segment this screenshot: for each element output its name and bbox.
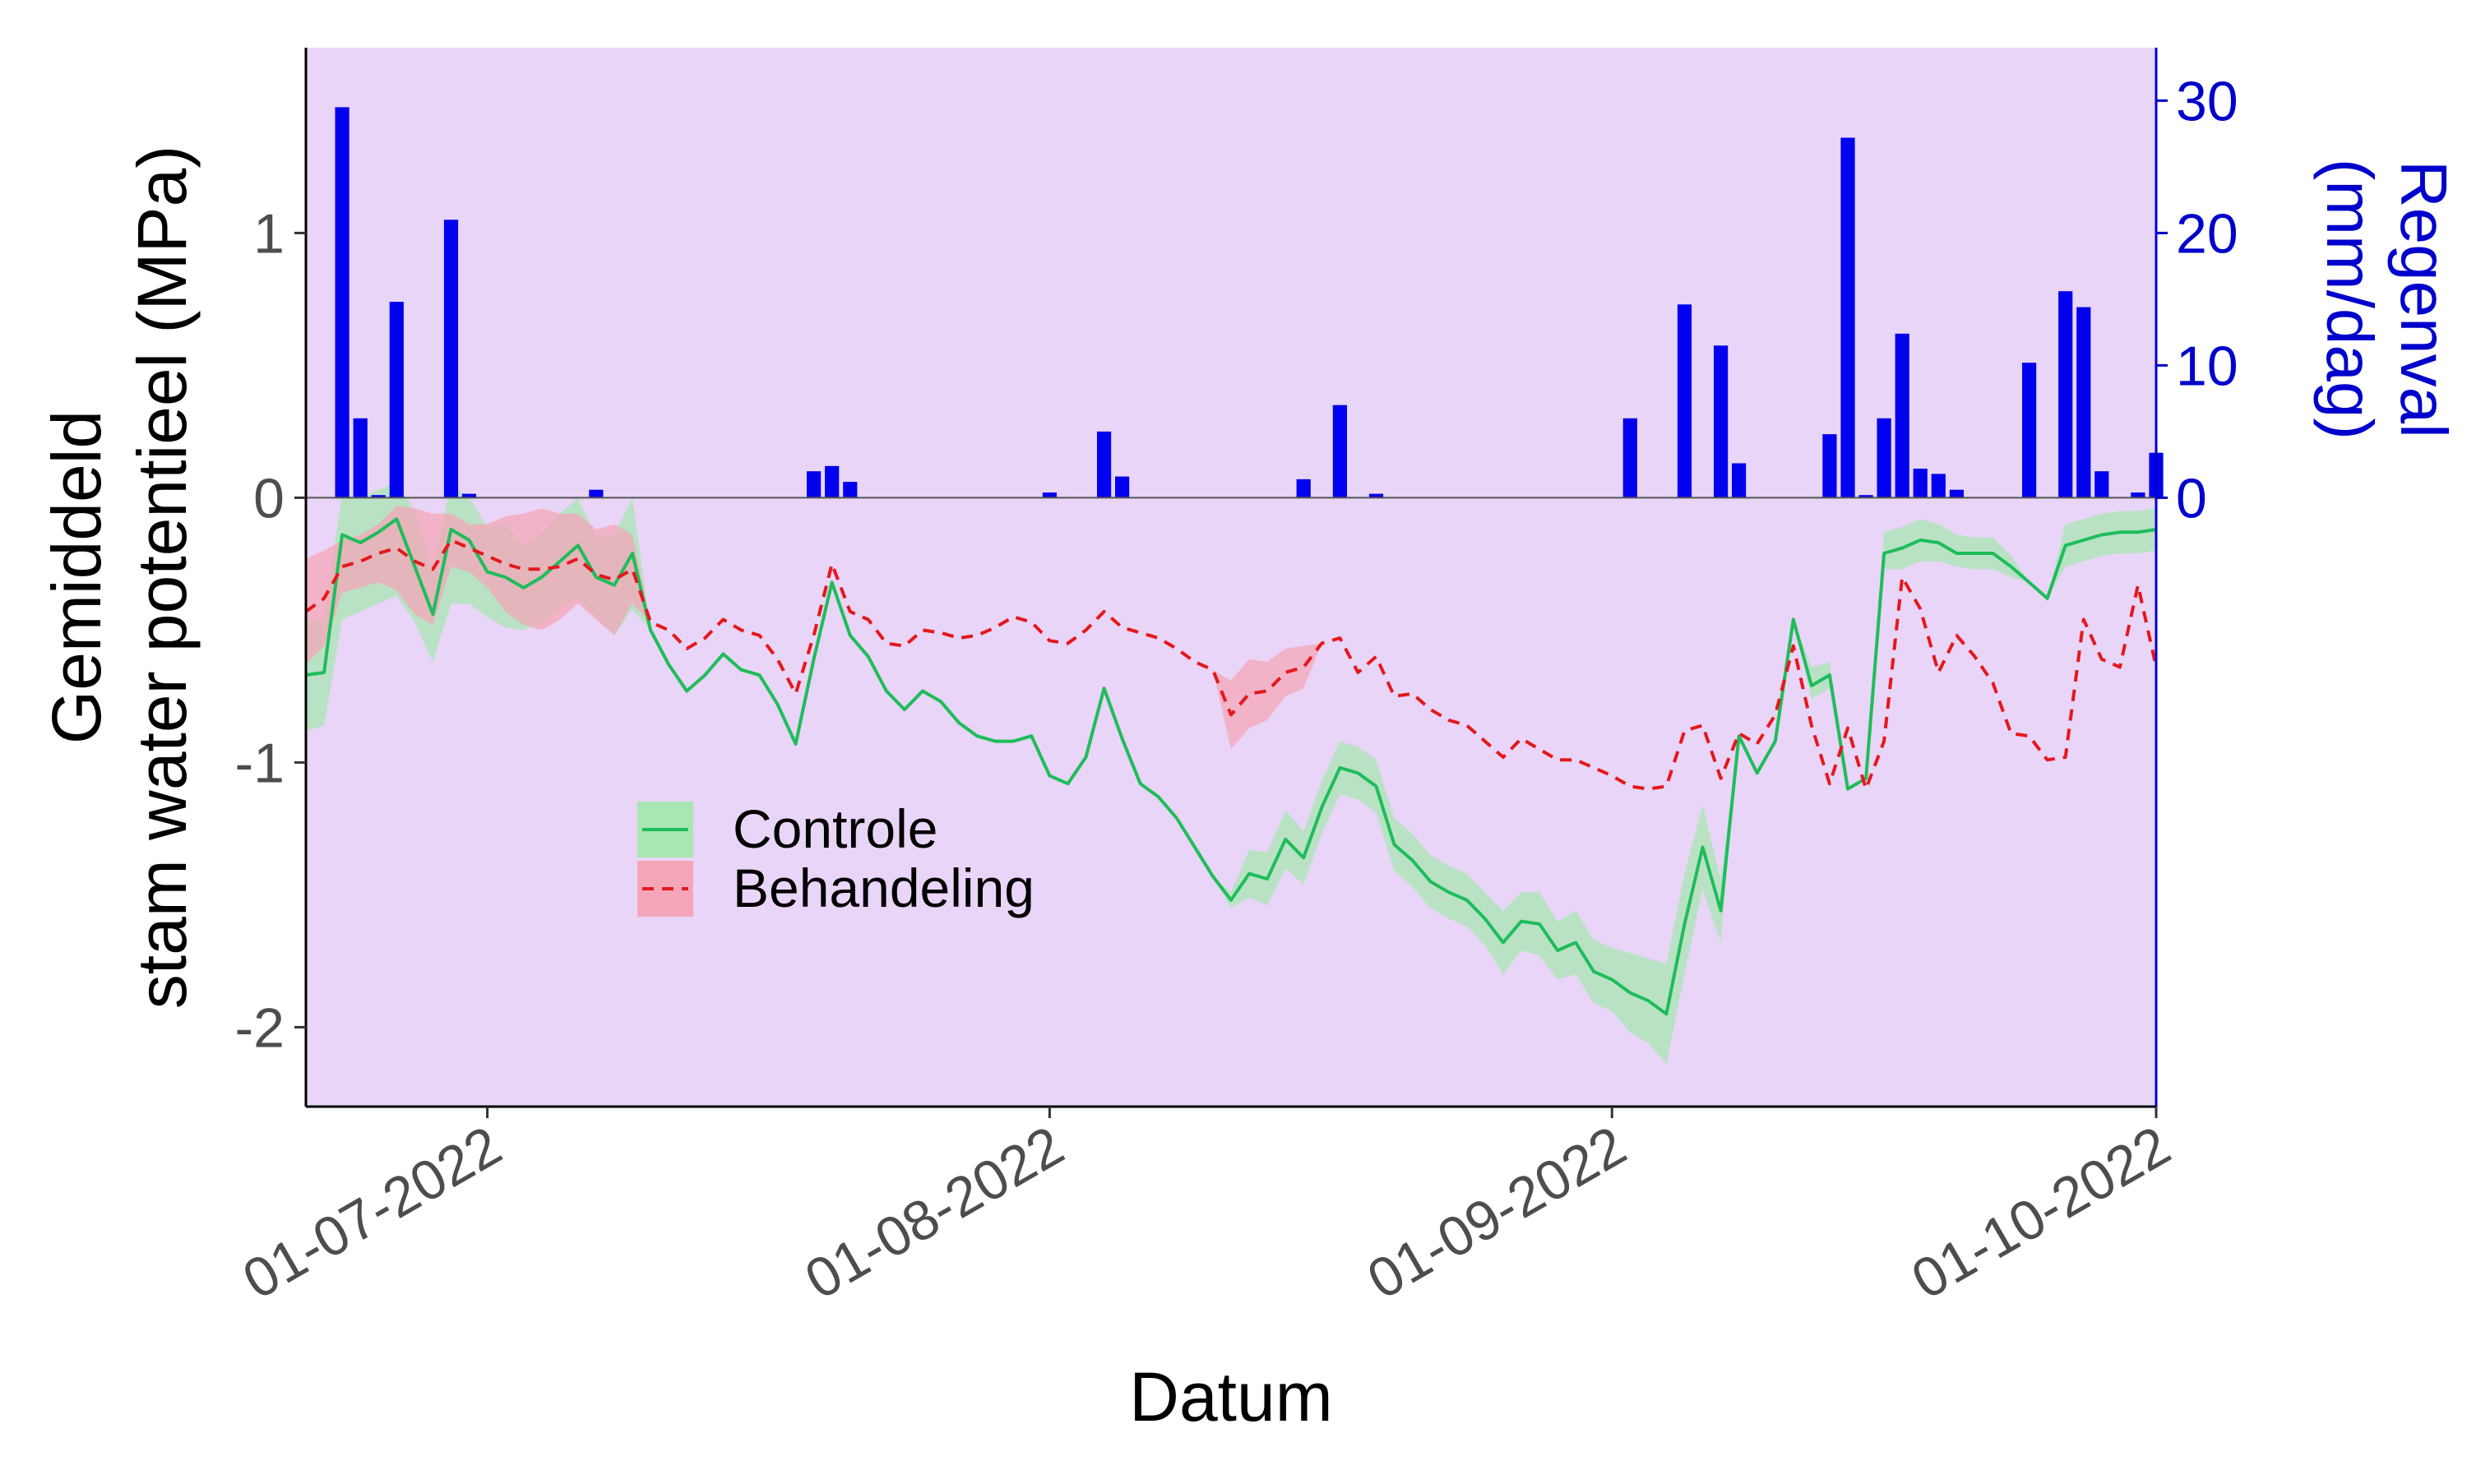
x-ticks: 01-07-2022 01-08-2022 01-09-2022 01-10-2022	[233, 1107, 2181, 1311]
rain-bar	[1732, 463, 1747, 498]
rain-bar	[589, 489, 604, 498]
y2-tick-label: 20	[2176, 202, 2238, 265]
rain-bar	[2131, 492, 2145, 498]
y-axis-label-line: Gemiddeld	[38, 410, 115, 744]
rain-bar	[1622, 418, 1637, 498]
y-axis-label: Gemiddeld stam water potentieel (MPa)	[38, 146, 201, 1009]
rain-bar	[1677, 304, 1692, 498]
y2-axis-label-line: (mm/dag)	[2313, 159, 2386, 440]
x-tick-label: 01-09-2022	[1357, 1114, 1636, 1311]
rain-bar	[1877, 418, 1891, 498]
y2-tick-label: 30	[2176, 70, 2238, 132]
y-tick-label: -1	[235, 732, 285, 794]
y2-axis-label: Regenval(mm/dag)	[2313, 159, 2460, 440]
y2-axis-label-line: Regenval	[2387, 160, 2460, 438]
rain-bar	[1913, 469, 1928, 498]
y-ticks: -2 -1 0 1	[235, 202, 306, 1059]
rain-bar	[2076, 307, 2091, 498]
y2-ticks: 0 10 20 30	[2156, 70, 2238, 529]
rain-bar	[1332, 405, 1347, 498]
y-tick-label: 0	[253, 467, 285, 529]
rain-bar	[1115, 476, 1130, 498]
rain-bar	[371, 495, 386, 498]
rain-bar	[1296, 478, 1311, 498]
ribbon-controle	[306, 482, 2156, 1065]
rain-bar	[1042, 492, 1057, 498]
y-tick-label: 1	[253, 202, 285, 265]
rain-bar	[1931, 474, 1946, 498]
rain-bar	[1822, 434, 1837, 498]
rain-bar	[335, 107, 349, 498]
rain-bar	[1858, 495, 1873, 498]
x-tick-label: 01-10-2022	[1901, 1114, 2180, 1311]
rain-bar	[443, 220, 459, 498]
rain-bar	[1840, 137, 1855, 498]
y2-tick-label: 10	[2176, 335, 2238, 397]
rain-bar	[1895, 333, 1909, 498]
rain-bar-layer	[335, 107, 2164, 498]
legend-label: Controle	[733, 798, 937, 859]
x-axis-label: Datum	[1129, 1358, 1332, 1435]
rain-bar	[461, 493, 477, 498]
rain-bar	[1714, 345, 1729, 498]
rain-bar	[825, 465, 840, 498]
rain-bar	[1949, 489, 1964, 498]
series-line-controle	[305, 517, 2157, 1016]
rain-bar	[807, 471, 822, 498]
y-tick-label: -2	[235, 996, 285, 1059]
rain-bar	[2094, 471, 2109, 498]
y2-tick-label: 0	[2176, 467, 2207, 529]
rain-bar	[1097, 431, 1112, 498]
legend-label: Behandeling	[733, 858, 1034, 918]
series-line-layer	[304, 517, 2158, 1016]
ribbon-layer	[306, 482, 2156, 1065]
rain-bar	[2058, 291, 2073, 498]
ribbon-behandeling	[306, 506, 2156, 789]
rain-bar	[353, 418, 368, 498]
x-tick-label: 01-07-2022	[233, 1114, 511, 1311]
x-tick-label: 01-08-2022	[795, 1114, 1074, 1311]
rain-bar	[1368, 493, 1384, 498]
rain-bar	[389, 302, 404, 498]
rain-bar	[843, 482, 858, 498]
y-axis-label-line: stam water potentieel (MPa)	[123, 146, 201, 1009]
rain-bar	[2022, 363, 2037, 498]
series-line-behandeling	[304, 538, 2158, 791]
